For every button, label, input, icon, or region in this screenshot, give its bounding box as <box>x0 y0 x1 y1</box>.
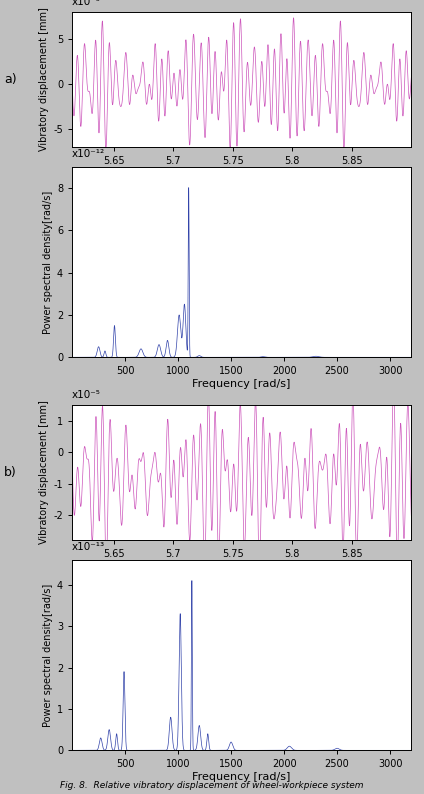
X-axis label: Time [s]: Time [s] <box>219 562 265 572</box>
Text: Fig. 8.  Relative vibratory displacement of wheel-workpiece system: Fig. 8. Relative vibratory displacement … <box>60 781 364 790</box>
Text: x10⁻¹³: x10⁻¹³ <box>72 542 105 553</box>
Y-axis label: Vibratory displacement [mm]: Vibratory displacement [mm] <box>39 401 49 545</box>
Y-axis label: Power spectral density[rad/s]: Power spectral density[rad/s] <box>43 584 53 727</box>
Y-axis label: Power spectral density[rad/s]: Power spectral density[rad/s] <box>43 191 53 333</box>
X-axis label: Frequency [rad/s]: Frequency [rad/s] <box>192 772 291 782</box>
Y-axis label: Vibratory displacement [mm]: Vibratory displacement [mm] <box>39 8 49 152</box>
Text: x10⁻⁵: x10⁻⁵ <box>72 390 101 399</box>
X-axis label: Time [s]: Time [s] <box>219 169 265 179</box>
Text: b): b) <box>4 466 17 479</box>
Text: x10⁻⁵: x10⁻⁵ <box>72 0 101 6</box>
X-axis label: Frequency [rad/s]: Frequency [rad/s] <box>192 379 291 389</box>
Text: x10⁻¹²: x10⁻¹² <box>72 149 105 160</box>
Text: a): a) <box>4 73 17 86</box>
